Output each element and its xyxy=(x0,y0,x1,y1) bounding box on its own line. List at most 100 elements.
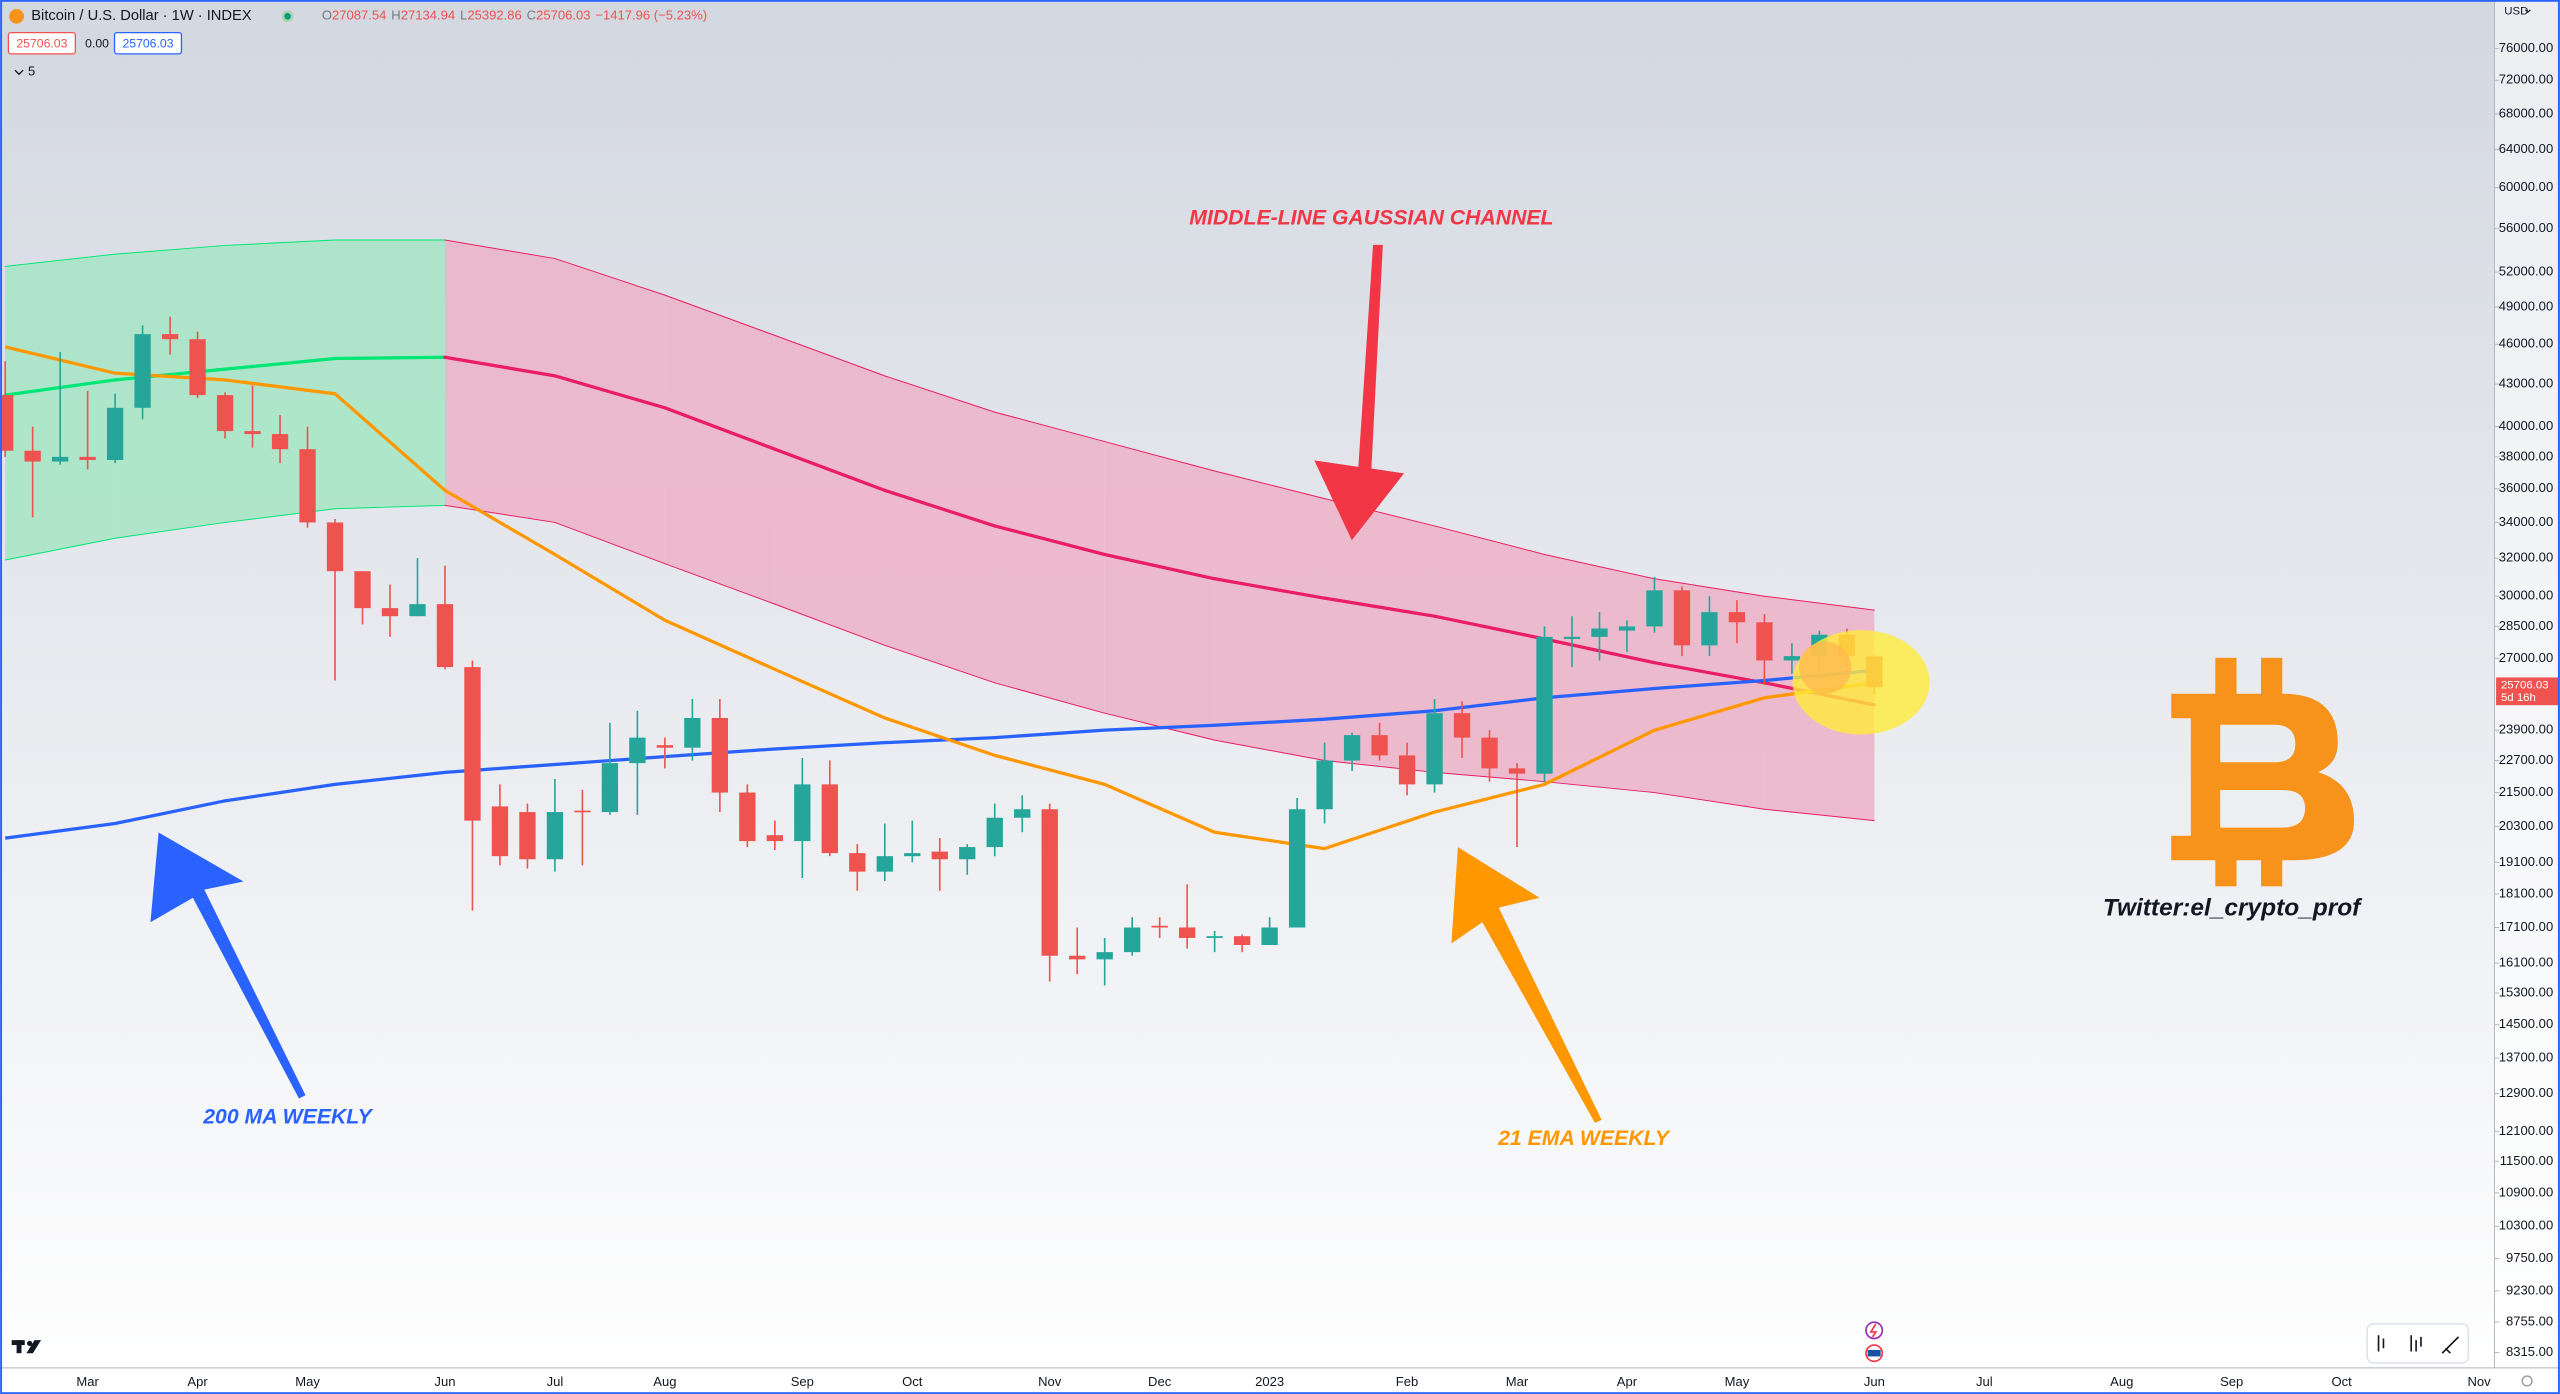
candle-body xyxy=(106,407,124,460)
candle-body xyxy=(931,851,948,860)
y-tick-label: 36000.00 xyxy=(2499,480,2553,495)
price-box xyxy=(113,31,183,55)
channel-fill xyxy=(664,295,775,605)
candle-body xyxy=(601,763,619,813)
y-tick-label: 21500.00 xyxy=(2499,784,2553,799)
legend-value: 25392.86 xyxy=(467,8,521,23)
y-tick-label: 18100.00 xyxy=(2499,885,2553,900)
candle-body xyxy=(409,604,426,617)
y-tick-label: 56000.00 xyxy=(2499,220,2553,235)
channel-lower xyxy=(664,563,776,605)
channel-upper xyxy=(884,375,996,413)
channel-lower xyxy=(1653,792,1765,810)
toolbar[interactable] xyxy=(2366,1322,2470,1364)
legend-value: 25706.03 xyxy=(536,8,590,23)
candle-body xyxy=(1398,755,1416,785)
channel-lower xyxy=(1214,739,1326,762)
channel-middle xyxy=(993,524,1107,557)
channel-upper xyxy=(444,239,556,260)
channel-fill xyxy=(1324,498,1435,773)
candle-body xyxy=(0,395,14,451)
x-tick-label: Nov xyxy=(2467,1374,2491,1389)
moving-average xyxy=(4,345,1875,851)
toolbar-icons[interactable] xyxy=(2377,1335,2460,1354)
candle-body xyxy=(766,835,783,842)
y-tick-label: 34000.00 xyxy=(2499,514,2553,529)
arrow-orange xyxy=(1451,847,1602,1124)
candle-body xyxy=(464,667,481,821)
candle-body xyxy=(299,449,316,523)
candle-body xyxy=(1096,952,1113,960)
x-tick-label: Sep xyxy=(2220,1374,2243,1389)
candle-body xyxy=(1041,809,1058,956)
candle-body xyxy=(1536,636,1553,774)
candle-body xyxy=(849,853,866,872)
legend-value: 27087.54 xyxy=(332,8,386,23)
legend-key: H xyxy=(391,8,400,23)
candle-body xyxy=(79,456,96,460)
candle-body xyxy=(51,456,69,462)
y-tick-label: 10300.00 xyxy=(2499,1218,2553,1233)
candle-body xyxy=(711,717,729,793)
y-tick-label: 49000.00 xyxy=(2499,299,2553,314)
currency-caret[interactable] xyxy=(2525,9,2531,14)
candle-body xyxy=(381,608,399,617)
candle-body xyxy=(1756,622,1773,661)
candle-body xyxy=(629,737,646,764)
candle-body xyxy=(1343,735,1361,761)
channel-upper xyxy=(1434,525,1545,555)
y-tick-label: 27000.00 xyxy=(2499,650,2553,665)
candle-body xyxy=(1069,955,1086,960)
channel-layer xyxy=(4,239,1875,822)
legend-value: −1417.96 (−5.23%) xyxy=(595,8,707,23)
y-tick-label: 9230.00 xyxy=(2506,1282,2553,1297)
event-icons xyxy=(1865,1321,1884,1363)
y-tick-label: 32000.00 xyxy=(2499,550,2553,565)
candle-body xyxy=(1646,590,1663,627)
channel-fill xyxy=(994,412,1105,714)
x-tick-label: Mar xyxy=(1506,1374,1529,1389)
ohlc-legend: O27087.54 H27134.94 L25392.86 C25706.03 −141… xyxy=(322,8,707,23)
candle-body xyxy=(161,334,179,340)
y-tick-label: 12100.00 xyxy=(2499,1123,2553,1138)
x-tick-label: Apr xyxy=(187,1374,208,1389)
legend-key: L xyxy=(460,8,467,23)
candle-body xyxy=(739,792,756,842)
channel-middle xyxy=(333,355,447,361)
annotation: 200 MA WEEKLY xyxy=(202,1106,373,1129)
price-box xyxy=(7,31,77,55)
candle-body xyxy=(1783,656,1801,661)
x-tick-label: Aug xyxy=(2110,1374,2133,1389)
candle-body xyxy=(1178,927,1196,938)
countdown-label: 5d 16h xyxy=(2501,692,2536,704)
channel-upper xyxy=(4,253,116,267)
y-tick-label: 8755.00 xyxy=(2506,1314,2553,1329)
x-tick-label: Jul xyxy=(1976,1374,1993,1389)
y-tick-label: 72000.00 xyxy=(2499,72,2553,87)
channel-lower xyxy=(884,644,996,684)
candle-layer xyxy=(0,316,1883,986)
candle-body xyxy=(1124,927,1141,953)
candle-body xyxy=(876,856,893,872)
candle-body xyxy=(1591,628,1608,637)
candle-body xyxy=(519,812,536,860)
candle-body xyxy=(1563,636,1581,639)
x-tick-label: Nov xyxy=(1038,1374,1062,1389)
candle-body xyxy=(1728,612,1746,623)
channel-upper xyxy=(554,258,666,296)
y-tick-label: 68000.00 xyxy=(2499,105,2553,120)
channel-middle xyxy=(1652,661,1767,685)
y-tick-label: 64000.00 xyxy=(2499,141,2553,156)
collapse-chevron[interactable] xyxy=(14,69,24,76)
x-tick-label: Jun xyxy=(434,1374,455,1389)
candle-body xyxy=(574,810,591,813)
channel-lower xyxy=(774,603,886,646)
currency[interactable]: USD xyxy=(2504,5,2528,17)
channel-middle xyxy=(113,367,227,382)
legend-value: 27134.94 xyxy=(401,8,455,23)
overlay-layer xyxy=(11,244,2533,1387)
channel-upper xyxy=(1763,595,1875,611)
channel-fill xyxy=(884,375,995,683)
price-box-label: 25706.03 xyxy=(16,36,67,50)
